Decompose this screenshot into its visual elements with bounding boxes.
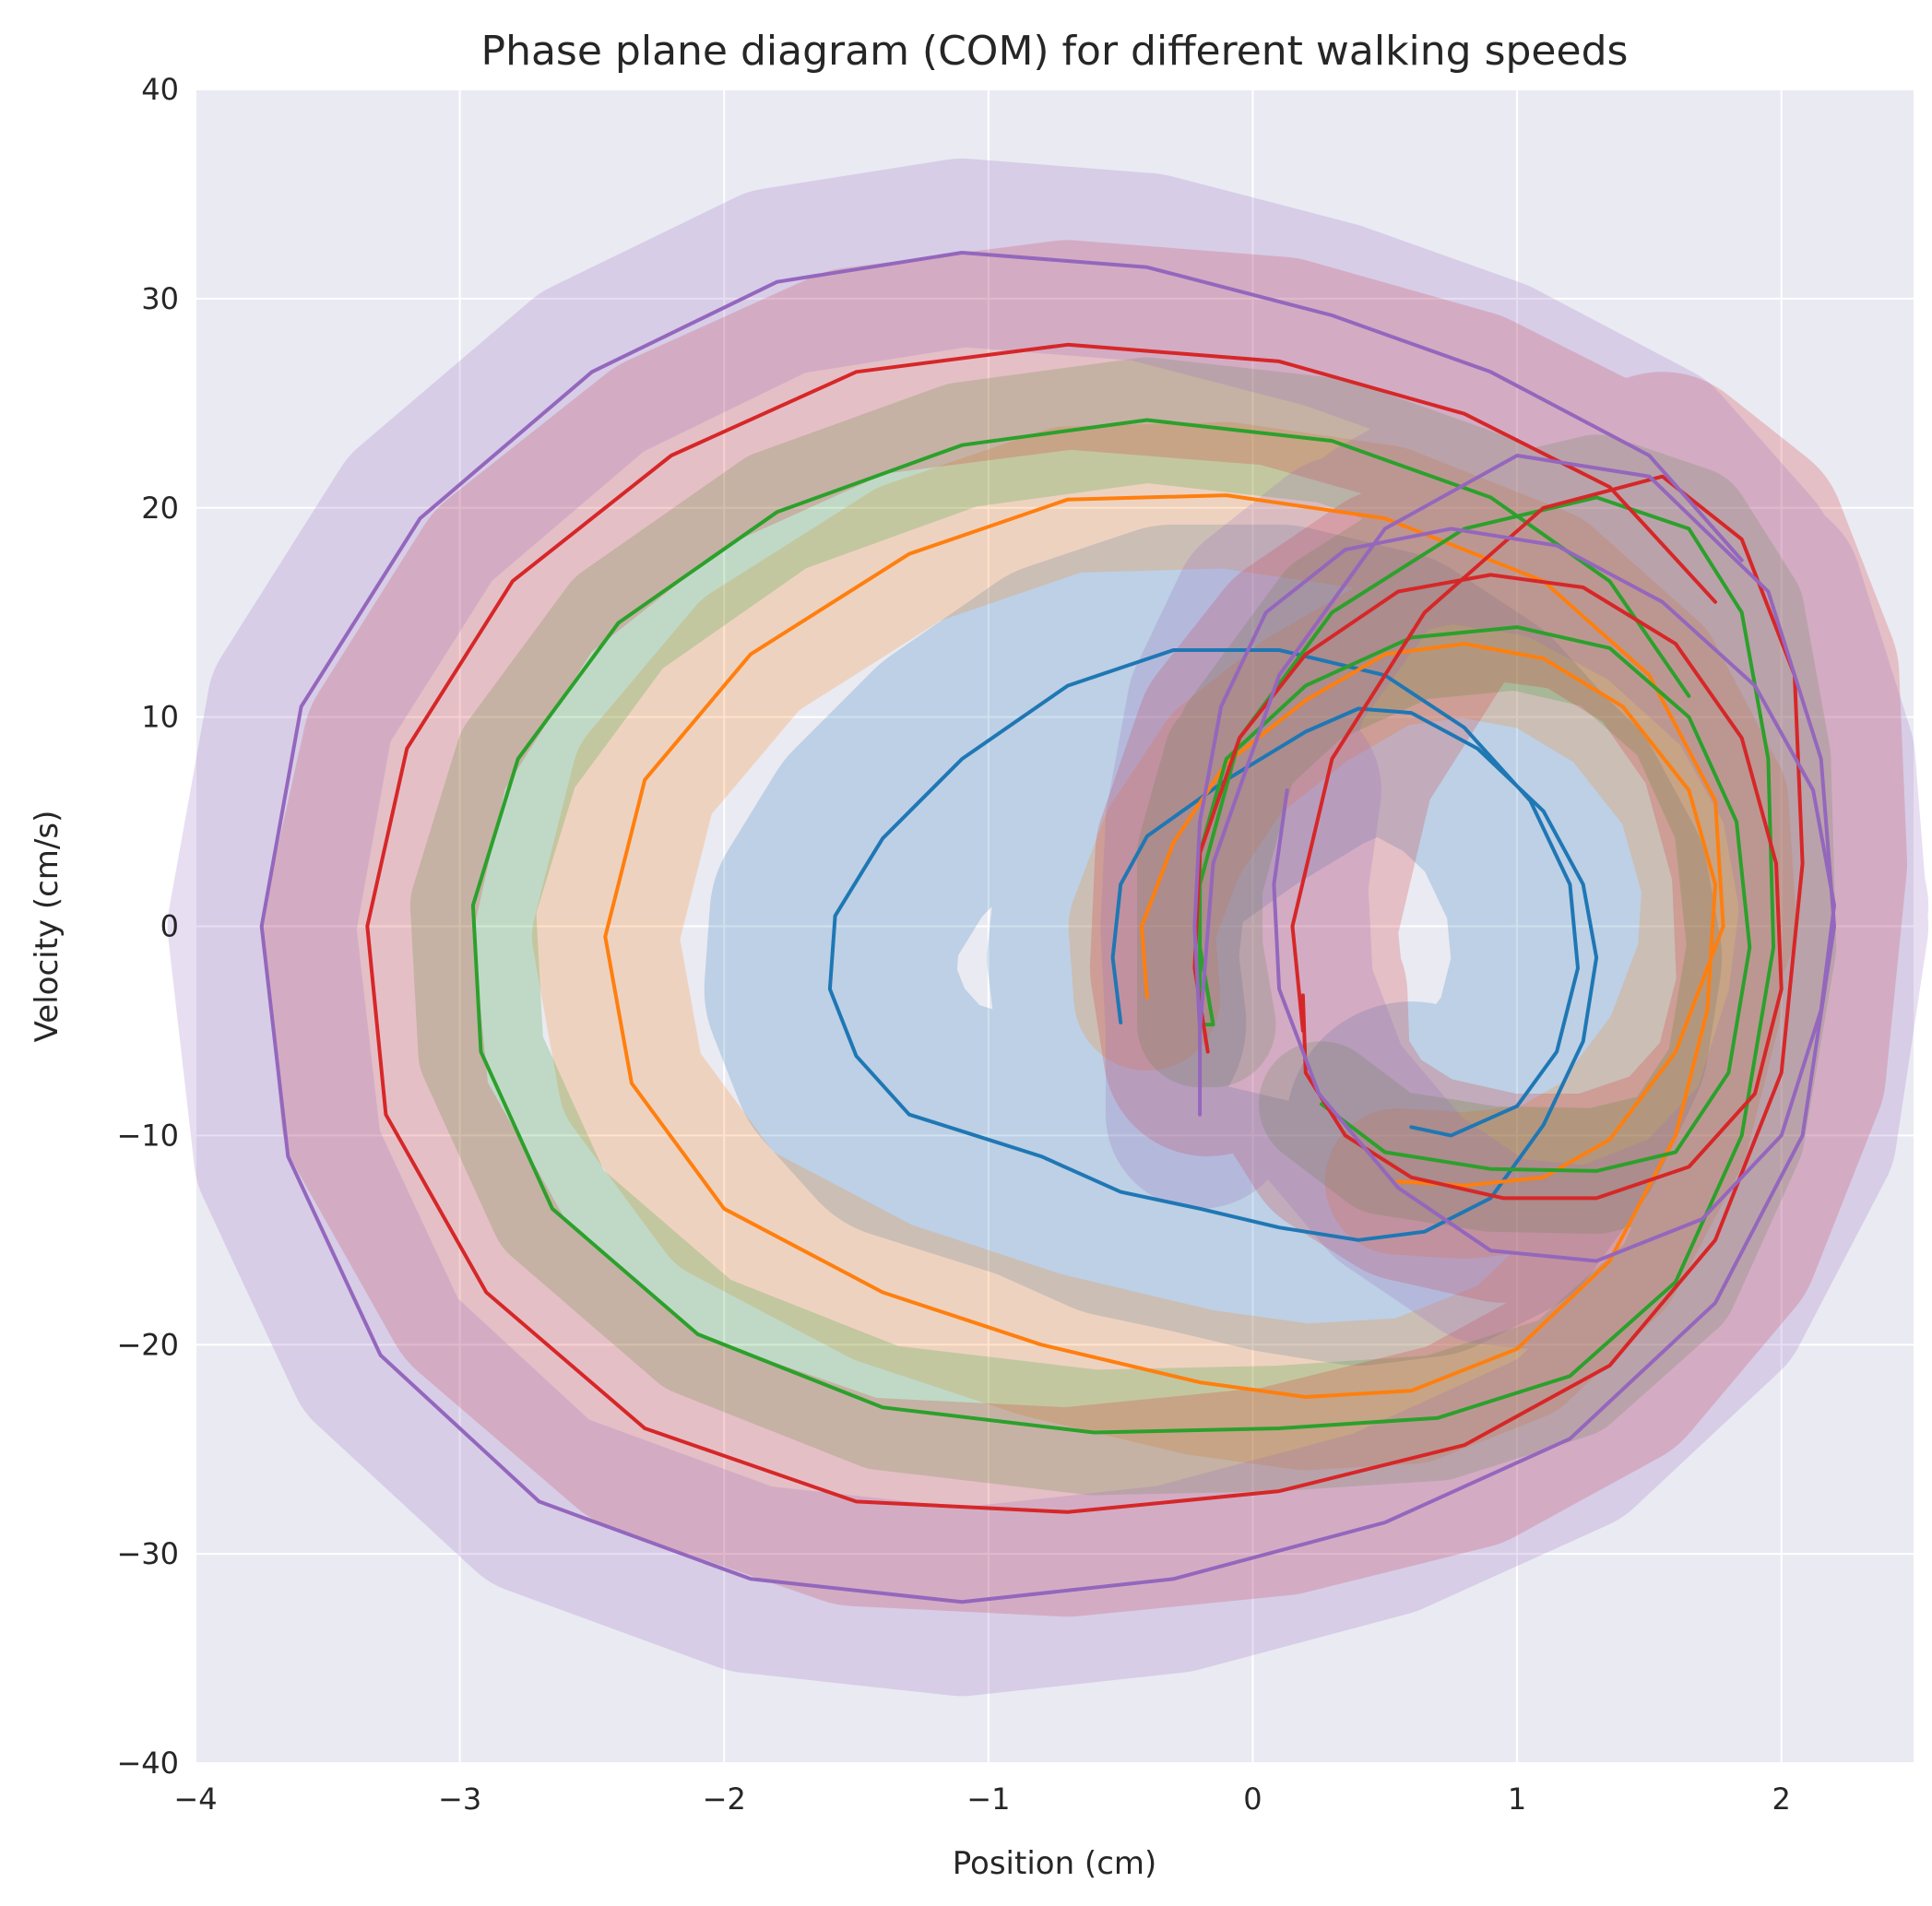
series-2-line	[603, 493, 1725, 1399]
series-lines	[259, 251, 1836, 1604]
x-tick-label: 2	[1772, 1782, 1791, 1817]
y-tick-label: −10	[116, 1118, 179, 1153]
x-axis-label: Position (cm)	[953, 1845, 1157, 1882]
y-tick-label: −40	[116, 1746, 179, 1781]
x-tick-label: 1	[1508, 1782, 1526, 1817]
x-tick-label: −2	[703, 1782, 746, 1817]
x-tick-label: 0	[1243, 1782, 1262, 1817]
y-axis-label: Velocity (cm/s)	[29, 811, 65, 1043]
series-5-line	[259, 251, 1836, 1604]
y-tick-label: −20	[116, 1327, 179, 1362]
series-1-line	[827, 648, 1599, 1242]
x-tick-label: −3	[438, 1782, 481, 1817]
x-tick-label: −4	[173, 1782, 217, 1817]
y-tick-label: 20	[141, 491, 179, 526]
series-4-line	[365, 342, 1805, 1514]
y-tick-label: 40	[141, 72, 179, 107]
series-3-line	[470, 418, 1776, 1435]
y-tick-label: 30	[141, 281, 179, 316]
chart-title: Phase plane diagram (COM) for different …	[481, 28, 1629, 75]
x-tick-label: −1	[966, 1782, 1010, 1817]
y-tick-label: 10	[141, 700, 179, 735]
confidence-bands	[167, 158, 1929, 1697]
y-tick-label: 0	[160, 909, 179, 944]
y-tick-label: −30	[116, 1536, 179, 1571]
